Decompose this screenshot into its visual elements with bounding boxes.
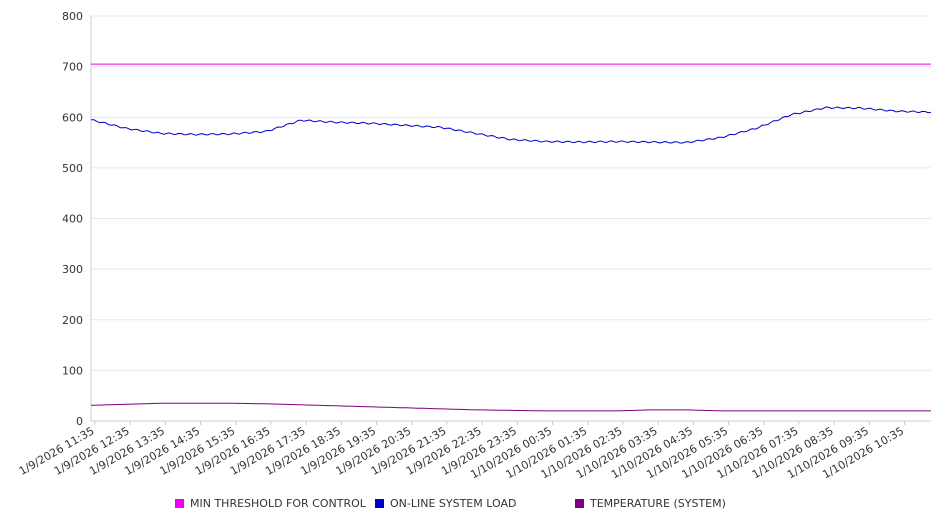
- legend-label-system-load: ON-LINE SYSTEM LOAD: [390, 497, 517, 510]
- y-tick-label: 700: [62, 61, 83, 74]
- y-tick-label: 100: [62, 364, 83, 377]
- legend-item-temperature[interactable]: TEMPERATURE (SYSTEM): [575, 497, 726, 510]
- legend-swatch-temperature: [575, 499, 584, 508]
- y-tick-label: 200: [62, 314, 83, 327]
- x-axis-tick-labels: 1/9/2026 11:351/9/2026 12:351/9/2026 13:…: [17, 424, 906, 481]
- y-tick-label: 600: [62, 111, 83, 124]
- legend-label-temperature: TEMPERATURE (SYSTEM): [590, 497, 726, 510]
- legend-item-system-load[interactable]: ON-LINE SYSTEM LOAD: [375, 497, 516, 510]
- series-lines: [90, 63, 932, 412]
- series-line-1: [90, 106, 932, 144]
- legend-swatch-system-load: [375, 499, 384, 508]
- gridlines: [91, 15, 931, 371]
- legend-label-min-threshold: MIN THRESHOLD FOR CONTROL: [190, 497, 366, 510]
- y-axis-tick-labels: 0 100 200 300 400 500 600 700 800: [62, 10, 83, 428]
- y-tick-label: 400: [62, 213, 83, 226]
- y-tick-label: 0: [76, 415, 83, 428]
- legend-swatch-min-threshold: [175, 499, 184, 508]
- legend: MIN THRESHOLD FOR CONTROL ON-LINE SYSTEM…: [0, 497, 946, 515]
- axes: [90, 16, 931, 425]
- y-tick-label: 300: [62, 263, 83, 276]
- y-tick-label: 500: [62, 162, 83, 175]
- legend-item-min-threshold[interactable]: MIN THRESHOLD FOR CONTROL: [175, 497, 366, 510]
- series-line-2: [90, 402, 931, 412]
- y-tick-label: 800: [62, 10, 83, 23]
